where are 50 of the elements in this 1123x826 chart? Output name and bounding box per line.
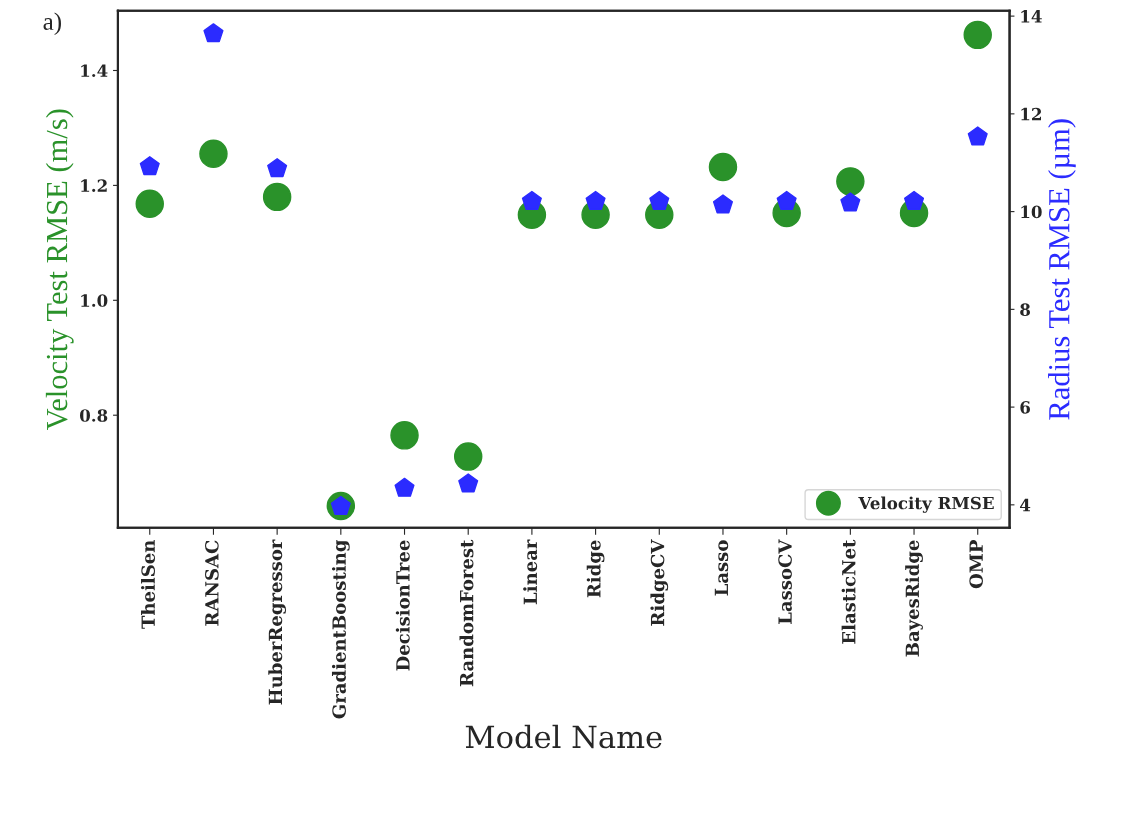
x-tick-label: BayesRidge [905, 540, 923, 657]
y2-tick-label: 12 [1021, 107, 1041, 121]
y2-tick-label: 8 [1020, 303, 1030, 316]
x-tick-label: Ridge [586, 540, 605, 598]
point [708, 152, 738, 182]
point [458, 473, 479, 493]
point [262, 182, 292, 212]
x-tick-label: OMP [969, 540, 983, 589]
point [390, 421, 419, 450]
point [967, 126, 988, 146]
point [585, 190, 606, 210]
legend-label: Velocity RMSE [858, 496, 994, 513]
y2-tick-label: 14 [1021, 10, 1042, 23]
point [836, 167, 865, 196]
x-tick-label: RidgeCV [650, 539, 669, 626]
x-tick-label: RANSAC [205, 540, 219, 626]
y2-tick-label: 6 [1020, 401, 1030, 414]
y-tick-label: 0.8 [79, 409, 108, 422]
point [840, 192, 861, 212]
point [394, 477, 415, 497]
point [904, 190, 925, 210]
point [267, 158, 288, 178]
x-tick-label: RandomForest [459, 539, 474, 687]
point [135, 189, 164, 219]
x-tick-label: Lasso [714, 540, 729, 596]
x-axis-title: Model Name [465, 724, 662, 749]
y2-axis-title: Radius Test RMSE (µm) [1048, 119, 1076, 420]
x-tick-label: TheilSen [141, 540, 155, 629]
y-tick-label: 1.4 [81, 64, 108, 78]
x-tick-label: GradientBoosting [331, 540, 350, 719]
x-tick-label: HuberRegressor [268, 539, 287, 705]
x-tick-label: Linear [523, 539, 538, 605]
point [776, 190, 797, 210]
point [139, 156, 160, 176]
x-tick-label: LassoCV [778, 539, 792, 624]
y2-tick-label: 4 [1019, 498, 1031, 512]
point [521, 190, 542, 210]
x-tick-label: DecisionTree [395, 540, 410, 671]
x-tick-label: ElasticNet [841, 539, 856, 644]
y2-tick-label: 10 [1021, 205, 1042, 219]
point [649, 190, 670, 210]
point [712, 194, 734, 214]
point [203, 23, 224, 43]
point [963, 20, 992, 50]
point [199, 139, 228, 169]
text: a) [43, 12, 61, 36]
y-tick-label: 1.2 [81, 179, 107, 192]
point [453, 442, 483, 471]
y-tick-label: 1.0 [81, 294, 108, 307]
y-axis-title: Velocity Test RMSE (m/s) [45, 109, 74, 431]
